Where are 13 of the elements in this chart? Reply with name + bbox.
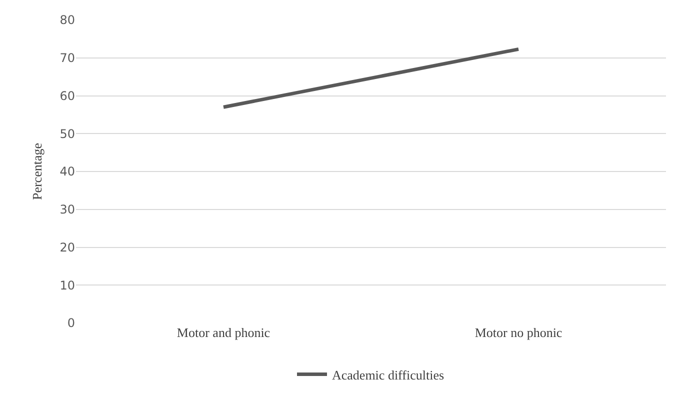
y-tick-label: 10 xyxy=(60,278,75,292)
y-tick-label: 20 xyxy=(60,240,75,254)
y-tick-label: 80 xyxy=(60,13,75,28)
y-tick-label: 0 xyxy=(67,316,75,330)
y-axis-title: Percentage xyxy=(30,142,45,200)
y-tick-label: 30 xyxy=(60,202,75,217)
y-tick-label: 40 xyxy=(60,164,75,179)
y-tick-label: 50 xyxy=(60,126,75,141)
x-tick-label: Motor and phonic xyxy=(176,325,270,340)
x-tick-label: Motor no phonic xyxy=(474,325,562,340)
y-tick-label: 60 xyxy=(60,88,75,103)
legend-label: Academic difficulties xyxy=(332,367,444,382)
y-tick-label: 70 xyxy=(60,51,75,66)
